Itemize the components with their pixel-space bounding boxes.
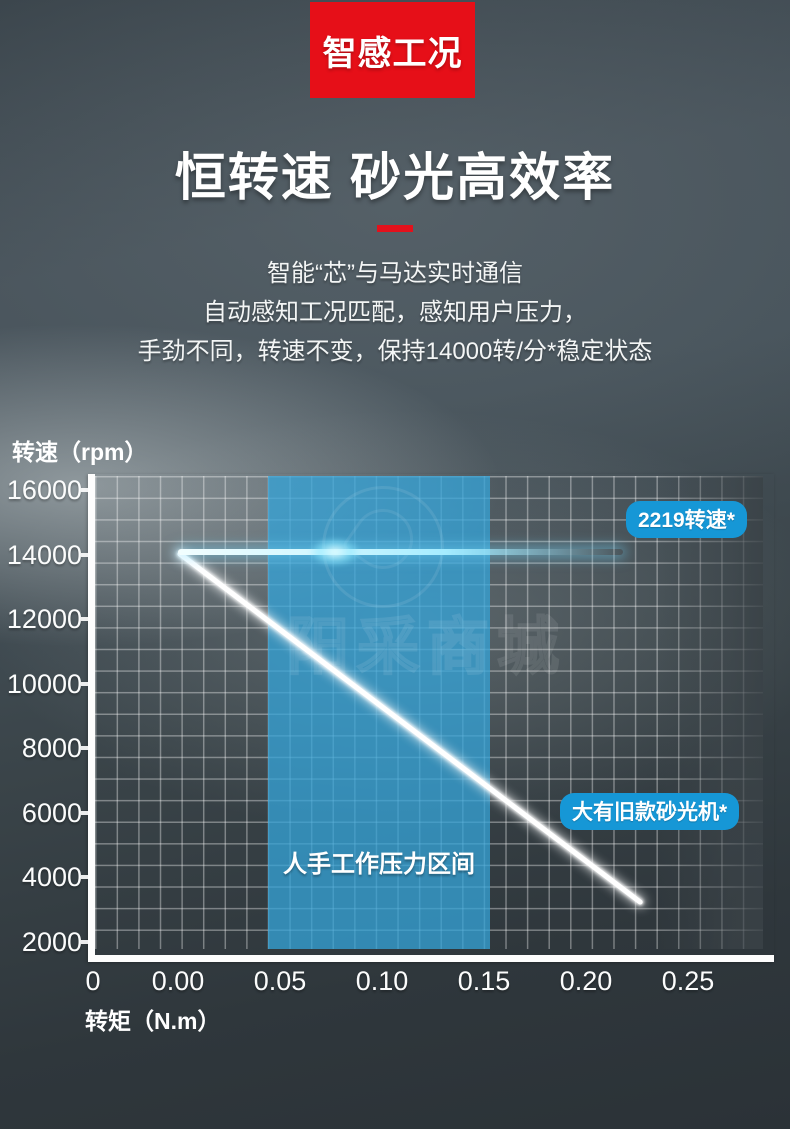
y-tick-label: 8000 — [21, 733, 82, 763]
y-tick-label: 14000 — [6, 540, 82, 570]
subtitle-line-2: 自动感知工况匹配，感知用户压力， — [203, 299, 587, 326]
axis-lines — [88, 474, 774, 962]
series-label-old-badge: 大有旧款砂光机* — [560, 793, 740, 830]
y-tick-mark — [81, 617, 90, 621]
x-tick-label: 0.15 — [457, 966, 511, 996]
series-line-constant-speed — [178, 549, 623, 555]
y-tick-label: 12000 — [6, 604, 82, 634]
x-tick-label: 0.20 — [559, 966, 613, 996]
y-tick-label: 2000 — [21, 927, 82, 957]
subtitle-line-3: 手劲不同，转速不变，保持14000转/分*稳定状态 — [137, 338, 653, 365]
y-tick-mark — [81, 811, 90, 815]
x-tick-label: 0.05 — [253, 966, 307, 996]
x-tick-label: 0 — [85, 966, 101, 996]
y-tick-label: 10000 — [6, 669, 82, 699]
y-tick-mark — [81, 940, 90, 944]
y-tick-mark — [81, 746, 90, 750]
chart-plot-area: 阳采商城 人手工作压力区间 2219转速* 大有旧款砂光机* — [95, 476, 763, 949]
x-tick-label: 0.10 — [355, 966, 409, 996]
page-title: 恒转速 砂光高效率 — [174, 149, 616, 206]
section-badge: 智感工况 — [310, 2, 475, 98]
x-tick-label: 0.00 — [151, 966, 205, 996]
series-label-new-badge: 2219转速* — [626, 501, 747, 538]
y-tick-label: 16000 — [6, 475, 82, 505]
y-axis-label: 转速（rpm） — [12, 439, 148, 465]
section-badge-label: 智感工况 — [322, 34, 463, 73]
title-underline-decor — [377, 225, 413, 232]
y-tick-label: 6000 — [21, 798, 82, 828]
y-tick-mark — [81, 682, 90, 686]
pressure-band-label: 人手工作压力区间 — [283, 851, 475, 878]
series-line-glow-flare — [300, 532, 370, 572]
x-axis-label: 转矩（N.m） — [85, 1008, 221, 1034]
x-tick-label: 0.25 — [661, 966, 715, 996]
y-tick-label: 4000 — [21, 862, 82, 892]
y-tick-mark — [81, 553, 90, 557]
y-tick-mark — [81, 875, 90, 879]
subtitle-line-1: 智能“芯”与马达实时通信 — [267, 260, 523, 287]
watermark-text: 阳采商城 — [286, 612, 568, 683]
y-tick-mark — [81, 488, 90, 492]
subtitle: 智能“芯”与马达实时通信 自动感知工况匹配，感知用户压力， 手劲不同，转速不变，… — [0, 254, 790, 371]
